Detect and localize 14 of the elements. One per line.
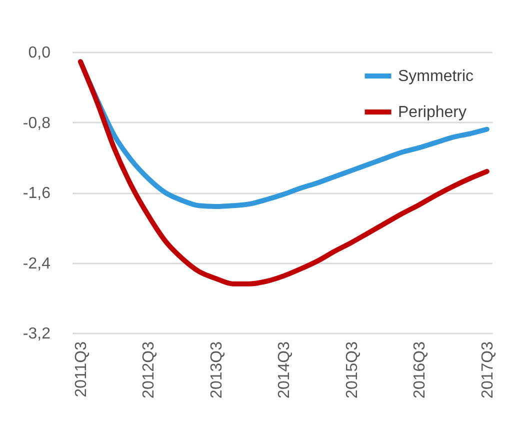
x-tick-label: 2014Q3	[276, 341, 294, 398]
y-tick-label: 0,0	[28, 44, 51, 62]
y-tick-label: -3,2	[22, 326, 51, 342]
x-tick-label: 2011Q3	[72, 341, 90, 398]
y-tick-label: -0,8	[22, 114, 51, 132]
x-tick-label: 2017Q3	[479, 341, 496, 398]
x-tick-label: 2016Q3	[412, 341, 429, 398]
y-tick-label: -2,4	[22, 255, 51, 272]
x-tick-label: 2013Q3	[208, 341, 226, 398]
legend-label: Periphery	[398, 104, 466, 121]
x-tick-label: 2015Q3	[344, 341, 361, 398]
x-tick-label: 2012Q3	[140, 341, 158, 398]
legend-label: Symmetric	[398, 68, 474, 85]
y-tick-label: -1,6	[22, 185, 51, 202]
